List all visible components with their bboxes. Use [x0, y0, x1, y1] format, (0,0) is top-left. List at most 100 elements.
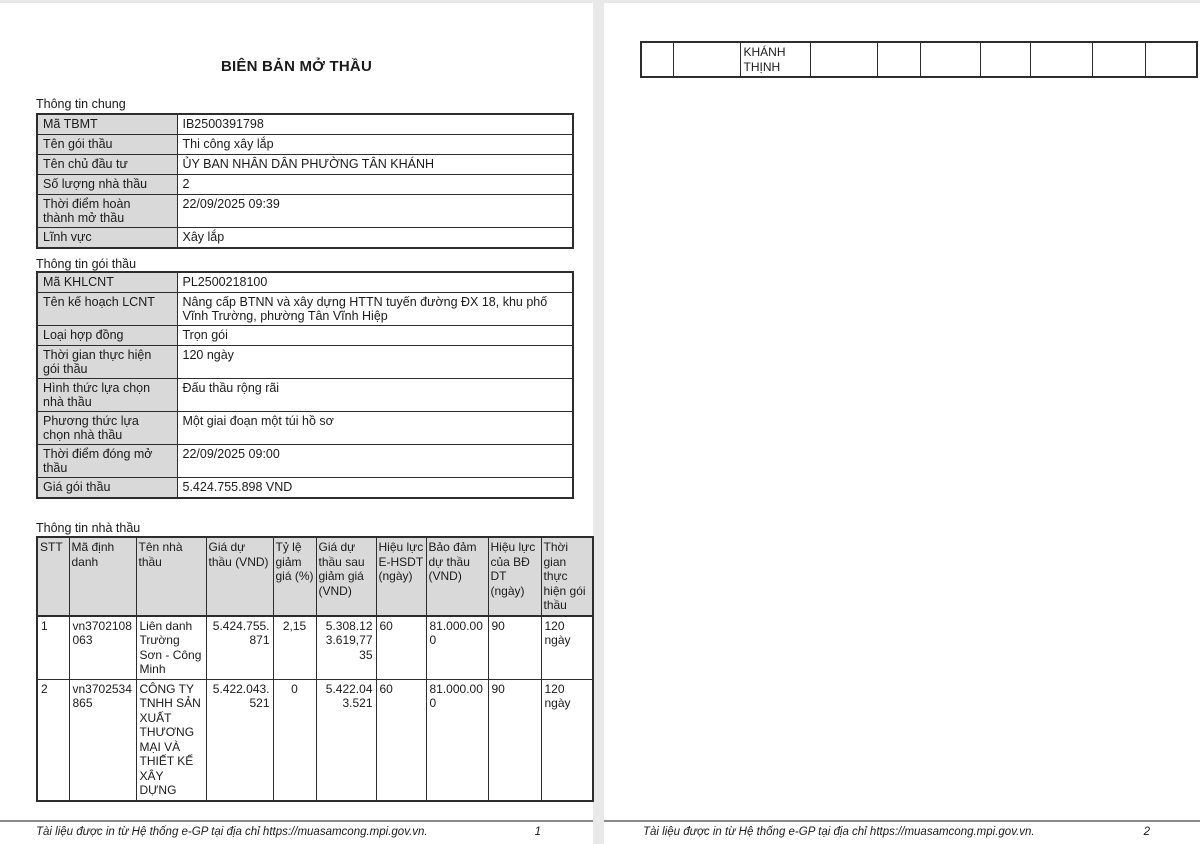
field-label: Mã TBMT	[36, 113, 178, 135]
footer-note: Tài liệu được in từ Hệ thống e-GP tại đị…	[36, 826, 428, 838]
cell-bid-price: 5.424.755.871	[205, 615, 274, 680]
cell-validity: 60	[375, 678, 427, 801]
field-label: Lĩnh vực	[36, 227, 178, 249]
field-value: Thi công xây lắp	[176, 134, 574, 155]
field-label: Tên kế hoạch LCNT	[36, 292, 178, 326]
table-row: Tên gói thầu Thi công xây lắp	[36, 134, 574, 155]
field-value: ỦY BAN NHÂN DÂN PHƯỜNG TÂN KHÁNH	[176, 154, 574, 175]
field-value: Nâng cấp BTNN và xây dựng HTTN tuyến đườ…	[176, 292, 574, 326]
cell-security-validity: 90	[487, 678, 542, 801]
section-heading-package-info: Thông tin gói thầu	[36, 257, 137, 271]
table-row: Số lượng nhà thầu 2	[36, 174, 574, 195]
table-row: Thời điểm đóng mở thầu 22/09/2025 09:00	[36, 444, 574, 478]
column-header: Hiệu lực của BĐ DT (ngày)	[487, 536, 542, 617]
footer-note: Tài liệu được in từ Hệ thống e-GP tại đị…	[643, 826, 1035, 838]
field-label: Phương thức lựa chọn nhà thầu	[36, 411, 178, 445]
column-header: Hiệu lực E-HSDT (ngày)	[375, 536, 427, 617]
cell-bidder-id: vn3702108063	[68, 615, 137, 680]
table-row: Mã KHLCNT PL2500218100	[36, 271, 574, 293]
table-row: Thời gian thực hiện gói thầu 120 ngày	[36, 345, 574, 379]
field-value: Xây lắp	[176, 227, 574, 249]
cell-bidder-id	[672, 41, 741, 78]
cell-stt: 2	[36, 678, 70, 801]
cell-validity: 60	[375, 615, 427, 680]
column-header: Giá dự thầu (VND)	[205, 536, 274, 617]
column-header: Tên nhà thầu	[135, 536, 207, 617]
cell-bid-security: 81.000.000	[425, 678, 489, 801]
field-label: Hình thức lựa chọn nhà thầu	[36, 378, 178, 412]
field-label: Thời điểm hoàn thành mở thầu	[36, 194, 178, 228]
table-row: Hình thức lựa chọn nhà thầu Đấu thầu rộn…	[36, 378, 574, 412]
field-value: Đấu thầu rộng rãi	[176, 378, 574, 412]
cell-bid-price	[809, 41, 878, 78]
bidder-row-continuation: KHÁNH THỊNH	[640, 41, 1198, 78]
column-header: Bảo đảm dự thầu (VND)	[425, 536, 489, 617]
cell-bidder-name: CÔNG TY TNHH SẢN XUẤT THƯƠNG MẠI VÀ THIẾ…	[135, 678, 207, 801]
field-value: Một giai đoạn một túi hồ sơ	[176, 411, 574, 445]
table-row: Mã TBMT IB2500391798	[36, 113, 574, 135]
field-label: Loại hợp đồng	[36, 325, 178, 346]
field-value: 5.424.755.898 VND	[176, 477, 574, 499]
cell-bidder-name: Liên danh Trường Sơn - Công Minh	[135, 615, 207, 680]
column-header: Tỷ lệ giảm giá (%)	[272, 536, 317, 617]
table-row: Tên chủ đầu tư ỦY BAN NHÂN DÂN PHƯỜNG TÂ…	[36, 154, 574, 175]
page-footer: Tài liệu được in từ Hệ thống e-GP tại đị…	[604, 820, 1200, 844]
cell-bid-price-after-discount	[919, 41, 981, 78]
bidders-table-continuation: KHÁNH THỊNH	[640, 41, 1198, 78]
column-header: Mã định danh	[68, 536, 137, 617]
table-row: Phương thức lựa chọn nhà thầu Một giai đ…	[36, 411, 574, 445]
field-label: Mã KHLCNT	[36, 271, 178, 293]
document-page-2: KHÁNH THỊNH Tài liệu được in từ Hệ thống…	[604, 3, 1200, 844]
footer-divider	[0, 820, 593, 822]
cell-discount-rate	[876, 41, 921, 78]
cell-duration: 120 ngày	[540, 615, 594, 680]
cell-duration	[1144, 41, 1198, 78]
field-label: Thời điểm đóng mở thầu	[36, 444, 178, 478]
field-value: IB2500391798	[176, 113, 574, 135]
cell-bid-price-after-discount: 5.422.043.521	[315, 678, 377, 801]
cell-stt: 1	[36, 615, 70, 680]
cell-bid-price-after-discount: 5.308.123.619,7735	[315, 615, 377, 680]
cell-bid-security: 81.000.000	[425, 615, 489, 680]
cell-discount-rate: 0	[272, 678, 317, 801]
field-value: Trọn gói	[176, 325, 574, 346]
field-value: 2	[176, 174, 574, 195]
cell-bidder-id: vn3702534865	[68, 678, 137, 801]
footer-divider	[604, 820, 1200, 822]
field-value: 22/09/2025 09:00	[176, 444, 574, 478]
cell-bid-price: 5.422.043.521	[205, 678, 274, 801]
cell-bid-security	[1029, 41, 1093, 78]
cell-validity	[979, 41, 1031, 78]
document-title: BIÊN BẢN MỞ THẦU	[221, 58, 372, 75]
table-row: Thời điểm hoàn thành mở thầu 22/09/2025 …	[36, 194, 574, 228]
general-info-table: Mã TBMT IB2500391798 Tên gói thầu Thi cô…	[36, 113, 574, 249]
cell-duration: 120 ngày	[540, 678, 594, 801]
cell-security-validity: 90	[487, 615, 542, 680]
field-label: Giá gói thầu	[36, 477, 178, 499]
cell-discount-rate: 2,15	[272, 615, 317, 680]
page-footer: Tài liệu được in từ Hệ thống e-GP tại đị…	[0, 820, 593, 844]
field-label: Thời gian thực hiện gói thầu	[36, 345, 178, 379]
field-label: Tên chủ đầu tư	[36, 154, 178, 175]
page-number: 2	[1143, 826, 1150, 838]
field-label: Tên gói thầu	[36, 134, 178, 155]
column-header: Giá dự thầu sau giảm giá (VND)	[315, 536, 377, 617]
field-value: 120 ngày	[176, 345, 574, 379]
cell-security-validity	[1091, 41, 1146, 78]
cell-bidder-name: KHÁNH THỊNH	[739, 41, 811, 78]
bidders-table: STT Mã định danh Tên nhà thầu Giá dự thầ…	[36, 536, 594, 802]
field-label: Số lượng nhà thầu	[36, 174, 178, 195]
section-heading-general-info: Thông tin chung	[36, 97, 126, 111]
table-row: Loại hợp đồng Trọn gói	[36, 325, 574, 346]
table-row: Giá gói thầu 5.424.755.898 VND	[36, 477, 574, 499]
table-row: Lĩnh vực Xây lắp	[36, 227, 574, 249]
page-number: 1	[534, 826, 541, 838]
package-info-table: Mã KHLCNT PL2500218100 Tên kế hoạch LCNT…	[36, 271, 574, 499]
column-header: Thời gian thực hiện gói thầu	[540, 536, 594, 617]
bidder-row: 1 vn3702108063 Liên danh Trường Sơn - Cô…	[36, 615, 594, 680]
bidders-header-row: STT Mã định danh Tên nhà thầu Giá dự thầ…	[36, 536, 594, 617]
field-value: 22/09/2025 09:39	[176, 194, 574, 228]
section-heading-bidders: Thông tin nhà thầu	[36, 521, 141, 535]
document-page-1: BIÊN BẢN MỞ THẦU Thông tin chung Mã TBMT…	[0, 3, 594, 844]
